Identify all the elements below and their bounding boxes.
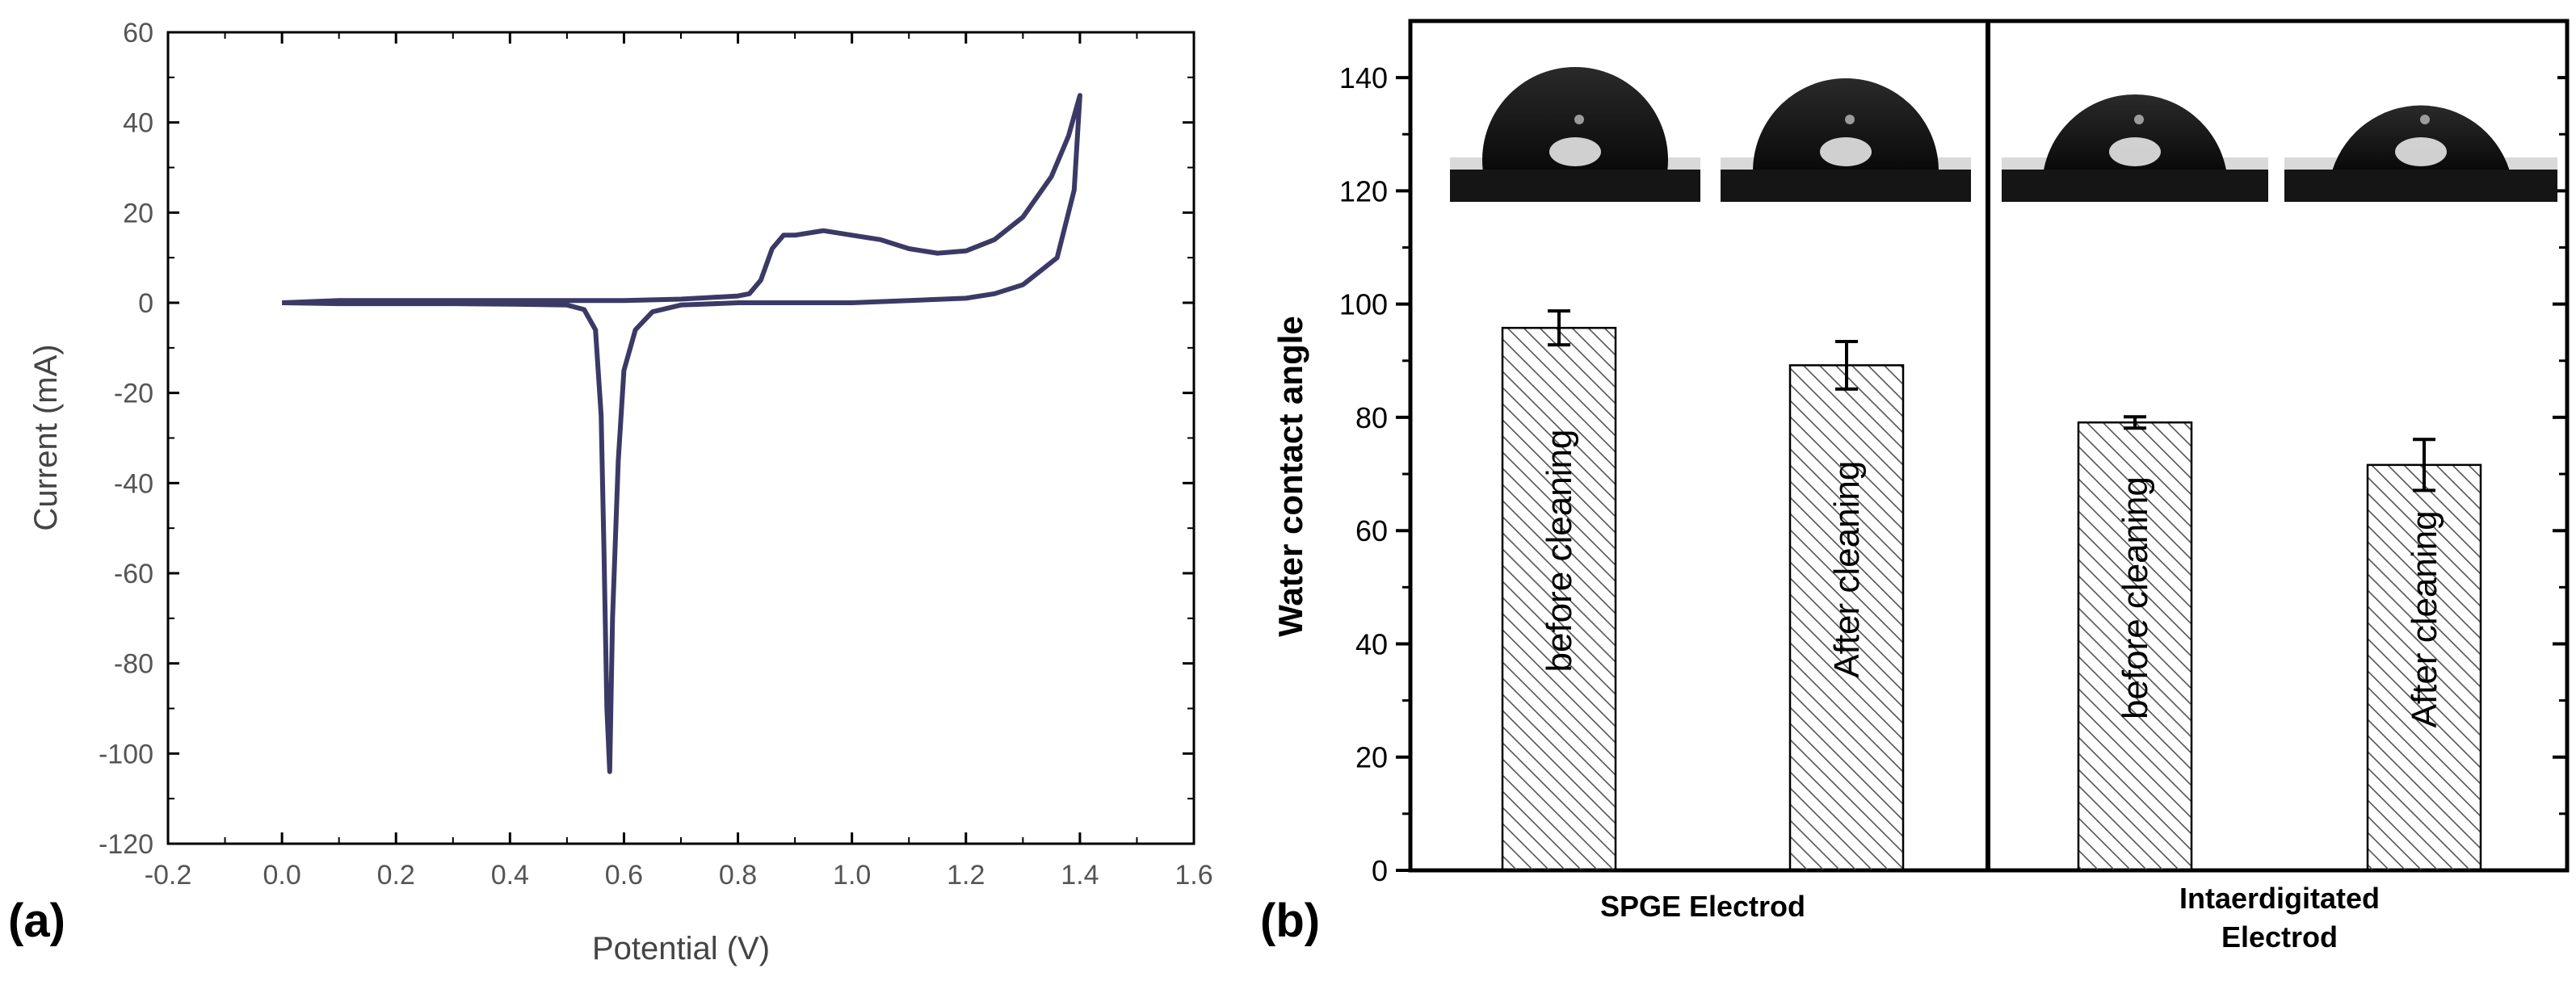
cv-x-ticks: -0.2 0.0 0.2 0.4 0.6 0.8 1.0 1.2 1.4 1.6 xyxy=(145,32,1213,891)
group-labels: SPGE Electrod Intaerdigitated Electrod xyxy=(1600,882,2380,954)
contact-angle-chart: 0 20 40 60 80 100 120 140 before cleaning After … xyxy=(1260,19,2570,954)
bar xyxy=(2366,463,2482,872)
droplet-highlight xyxy=(2420,115,2430,124)
droplet-highlight xyxy=(2134,115,2144,124)
cv-y-tick-label: 20 xyxy=(123,198,153,228)
cv-y-ticks: -120 -100 -80 -60 -40 -20 0 20 40 60 xyxy=(99,18,1194,860)
bar-y-tick-label: 60 xyxy=(1355,514,1388,547)
cv-x-tick-label: 1.2 xyxy=(947,860,985,891)
cv-y-tick-label: 60 xyxy=(123,18,153,48)
cv-y-tick-label: 0 xyxy=(138,288,153,319)
droplet-reflection xyxy=(1820,137,1872,166)
droplet-highlight xyxy=(1574,115,1584,124)
panel-a-label: (a) xyxy=(8,895,65,947)
cv-x-tick-label: 0.4 xyxy=(491,860,529,891)
bar-y-tick-label: 20 xyxy=(1355,741,1388,774)
cv-plot-frame xyxy=(166,31,1196,845)
group-label: Intaerdigitated Electrod xyxy=(2179,882,2380,954)
bar-y-tick-label: 0 xyxy=(1372,854,1388,887)
cv-y-tick-label: -20 xyxy=(114,379,153,409)
cv-y-tick-label: -40 xyxy=(114,468,153,499)
cv-x-tick-label: 0.0 xyxy=(263,860,300,891)
bar-y-tick-label: 40 xyxy=(1355,627,1388,660)
cv-y-tick-label: -80 xyxy=(114,649,153,680)
bar-y-ticks: 0 20 40 60 80 100 120 140 xyxy=(1339,61,1410,887)
droplet-highlight xyxy=(1845,115,1855,124)
cv-chart: -0.2 0.0 0.2 0.4 0.6 0.8 1.0 1.2 1.4 1.6 -120 -100… xyxy=(8,18,1213,966)
bar-label: before cleaning xyxy=(2116,476,2155,719)
panel-b-label: (b) xyxy=(1260,895,1320,947)
bar-y-tick-label: 140 xyxy=(1339,61,1388,94)
cv-minor-ticks xyxy=(168,32,1194,844)
bar-label: After cleaning xyxy=(2405,510,2444,727)
cv-x-tick-label: 1.6 xyxy=(1175,860,1212,891)
cv-x-tick-label: 0.2 xyxy=(377,860,415,891)
bar-label: before cleaning xyxy=(1540,430,1579,673)
water-droplet xyxy=(2044,94,2226,170)
cv-y-axis-label: Current (mA) xyxy=(28,344,64,530)
cv-x-tick-label: 0.6 xyxy=(605,860,643,891)
droplet-substrate xyxy=(1450,170,1700,202)
cv-y-tick-label: -100 xyxy=(99,739,153,769)
bar-y-axis-label: Water contact angle xyxy=(1271,316,1309,637)
droplet-images xyxy=(1450,36,2557,202)
cv-x-tick-label: 0.8 xyxy=(719,860,757,891)
cv-x-tick-label: 1.0 xyxy=(833,860,871,891)
droplet-reflection xyxy=(2109,137,2161,166)
droplet-substrate xyxy=(1721,170,1971,202)
cv-series-line xyxy=(281,93,1082,774)
cv-x-tick-label: 1.4 xyxy=(1061,860,1099,891)
droplet-substrate xyxy=(2284,170,2557,202)
bar-right-ticks xyxy=(2553,76,2567,872)
bar xyxy=(1501,326,1617,872)
bar-y-tick-label: 120 xyxy=(1339,174,1388,207)
droplet-reflection xyxy=(2395,137,2447,166)
droplet-reflection xyxy=(1549,137,1601,166)
bar-y-tick-label: 80 xyxy=(1355,401,1388,434)
bar xyxy=(2077,421,2193,872)
cv-x-axis-label: Potential (V) xyxy=(592,931,770,966)
water-droplet xyxy=(1753,78,1939,170)
cv-y-tick-label: 40 xyxy=(123,108,153,139)
cv-y-tick-label: -120 xyxy=(99,829,153,860)
bar xyxy=(1788,364,1905,872)
cv-y-tick-label: -60 xyxy=(114,559,153,589)
bars: before cleaning After cleaning before clea… xyxy=(1501,309,2482,872)
bar-y-tick-label: 100 xyxy=(1339,288,1388,321)
group-label: SPGE Electrod xyxy=(1600,890,1805,923)
bar-label: After cleaning xyxy=(1827,461,1867,678)
droplet-substrate xyxy=(2002,170,2268,202)
cv-x-tick-label: -0.2 xyxy=(145,860,192,891)
